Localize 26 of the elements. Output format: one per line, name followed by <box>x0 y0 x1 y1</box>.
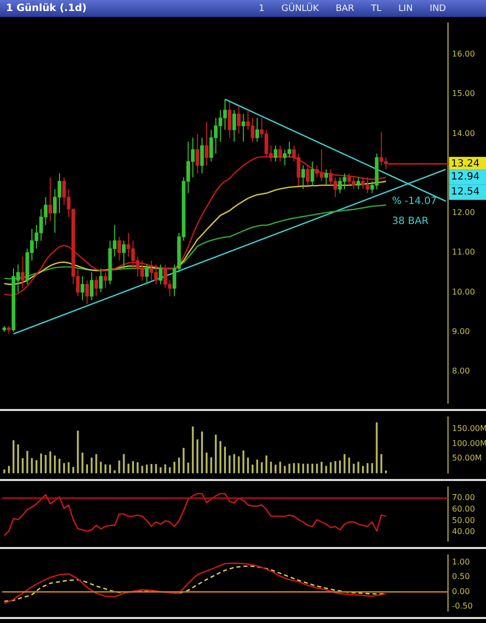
ref-line-label: 13.24 <box>451 158 480 170</box>
y-tick-label: 15.00 <box>452 89 475 98</box>
y-tick-label: 50.00 <box>452 516 475 525</box>
chart-subtitle: 1 GÜNLÜK BAR TL LIN IND <box>258 4 446 14</box>
y-tick-label: 40.00 <box>452 527 475 536</box>
text: 12.54 <box>451 186 480 198</box>
y-tick-label: 100.00M <box>452 438 486 448</box>
y-tick-label: 11.00 <box>452 248 475 257</box>
y-tick-label: 1.00 <box>452 558 470 567</box>
y-tick-label: 9.00 <box>452 326 470 336</box>
y-tick-label: 8.00 <box>452 366 470 376</box>
chart-title: 1 Günlük (.1d) <box>6 3 87 14</box>
y-tick-label: 50.00M <box>452 454 482 463</box>
y-tick-label: 10.00 <box>452 287 475 296</box>
y-tick-label: 60.00 <box>452 504 475 514</box>
y-tick-label: 150.00M <box>452 424 486 434</box>
y-tick-label: 70.00 <box>452 493 475 502</box>
text: 12.94 <box>451 171 480 182</box>
y-tick-label: 12.00 <box>452 208 475 218</box>
y-tick-label: -0.50 <box>452 602 473 611</box>
annotation: 38 BAR <box>392 216 429 228</box>
y-tick-label: 0.50 <box>452 572 470 582</box>
annotation: % -14.07 <box>392 196 437 208</box>
y-tick-label: 0.00 <box>452 586 470 596</box>
y-tick-label: 16.00 <box>452 50 475 59</box>
y-tick-label: 14.00 <box>452 128 475 138</box>
